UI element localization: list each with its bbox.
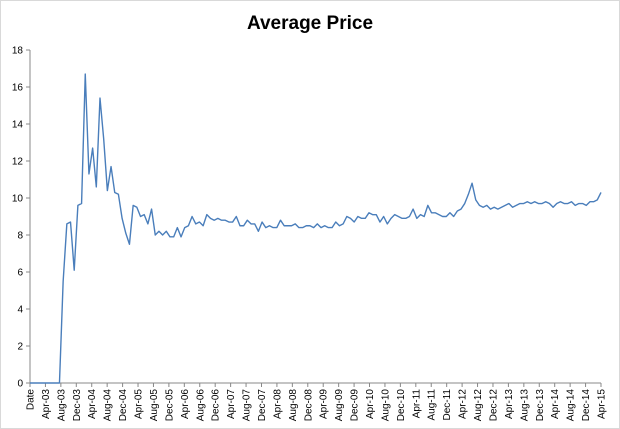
x-tick-label: Apr-08 <box>272 389 283 419</box>
x-tick-label: Dec-03 <box>72 389 83 422</box>
chart-title: Average Price <box>246 13 374 34</box>
x-tick-label: Date <box>26 389 37 411</box>
x-tick-label: Apr-04 <box>87 389 98 419</box>
x-tick-label: Apr-11 <box>411 389 422 419</box>
x-tick-label: Dec-10 <box>396 389 407 422</box>
x-tick-label: Aug-08 <box>288 389 299 422</box>
x-tick-label: Dec-14 <box>581 389 592 422</box>
x-tick-label: Apr-12 <box>458 389 469 419</box>
x-tick-label: Aug-06 <box>195 389 206 422</box>
x-tick-label: Aug-10 <box>380 389 391 422</box>
y-tick-label: 16 <box>12 83 24 94</box>
y-tick-label: 14 <box>12 120 24 131</box>
x-tick-label: Aug-05 <box>149 389 160 422</box>
x-tick-label: Apr-03 <box>41 389 52 419</box>
x-tick-label: Aug-11 <box>427 389 438 421</box>
x-tick-label: Aug-04 <box>103 389 114 422</box>
x-tick-label: Dec-05 <box>164 389 175 422</box>
x-tick-label: Dec-06 <box>211 389 222 422</box>
series-line <box>30 73 602 384</box>
y-tick-label: 10 <box>12 194 24 205</box>
x-tick-label: Dec-12 <box>488 389 499 422</box>
x-tick-label: Apr-10 <box>365 389 376 419</box>
x-tick-label: Aug-13 <box>519 389 530 422</box>
x-tick-label: Dec-09 <box>350 389 361 422</box>
x-tick-label: Aug-12 <box>473 389 484 422</box>
x-tick-label: Dec-07 <box>257 389 268 422</box>
x-tick-label: Apr-05 <box>134 389 145 419</box>
x-tick-label: Dec-13 <box>535 389 546 422</box>
x-tick-label: Aug-03 <box>56 389 67 422</box>
y-tick-label: 12 <box>12 157 24 168</box>
y-tick-label: 6 <box>17 268 23 279</box>
x-tick-label: Dec-08 <box>303 389 314 422</box>
x-tick-label: Aug-14 <box>566 389 577 422</box>
x-tick-label: Aug-07 <box>242 389 253 422</box>
x-tick-label: Apr-14 <box>550 389 561 419</box>
y-tick-label: 2 <box>17 342 23 353</box>
x-tick-label: Dec-11 <box>442 389 453 421</box>
x-tick-label: Dec-04 <box>118 389 129 422</box>
x-tick-label: Apr-07 <box>226 389 237 419</box>
y-tick-label: 4 <box>17 305 23 316</box>
x-tick-label: Aug-09 <box>334 389 345 422</box>
y-tick-label: 8 <box>17 231 23 242</box>
x-tick-label: Apr-13 <box>504 389 515 419</box>
x-tick-label: Apr-06 <box>180 389 191 419</box>
y-tick-label: 0 <box>17 379 23 390</box>
x-tick-label: Apr-15 <box>597 389 608 419</box>
y-tick-label: 18 <box>12 46 24 57</box>
x-tick-label: Apr-09 <box>319 389 330 419</box>
